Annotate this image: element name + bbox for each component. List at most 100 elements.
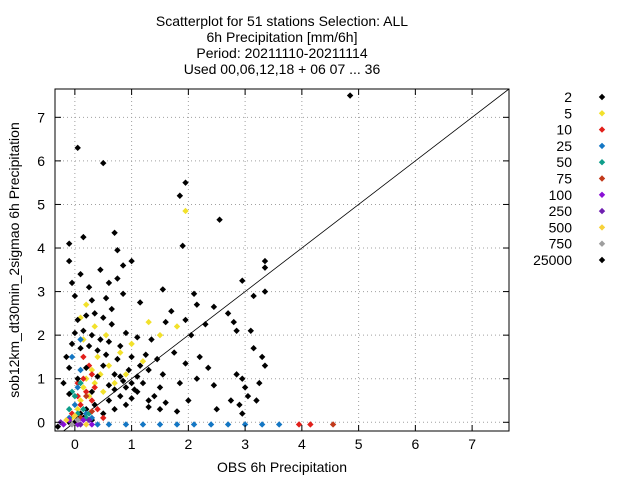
data-point xyxy=(77,336,84,343)
data-point xyxy=(136,299,144,306)
data-point xyxy=(239,277,246,284)
legend-marker xyxy=(598,224,606,231)
data-point xyxy=(139,379,147,387)
data-point xyxy=(182,360,189,367)
data-point xyxy=(239,410,246,417)
data-point xyxy=(80,233,87,241)
data-point xyxy=(170,349,178,356)
data-point xyxy=(65,390,73,398)
data-point xyxy=(205,364,212,372)
data-point xyxy=(122,421,130,428)
data-point xyxy=(346,92,354,99)
data-point xyxy=(275,421,283,428)
legend-label: 10 xyxy=(556,122,572,138)
series-750 xyxy=(68,416,81,428)
data-point xyxy=(188,331,195,339)
data-point xyxy=(60,379,67,387)
data-point xyxy=(210,382,218,389)
x-tick-label: 1 xyxy=(128,436,136,452)
data-point xyxy=(65,257,73,265)
data-point xyxy=(100,414,107,422)
data-point xyxy=(100,314,107,321)
data-point xyxy=(65,364,73,372)
legend-label: 750 xyxy=(549,236,573,252)
data-point xyxy=(128,340,135,348)
y-tick-label: 7 xyxy=(37,109,45,125)
data-point xyxy=(100,388,107,395)
data-point xyxy=(80,384,87,391)
legend-marker xyxy=(598,159,606,166)
y-axis-label: sob12km_dt30min_2sigmao 6h Precipitation xyxy=(6,122,22,398)
data-point xyxy=(83,388,90,395)
data-point xyxy=(80,416,87,424)
data-point xyxy=(105,362,113,369)
legend-label: 75 xyxy=(556,171,572,187)
data-point xyxy=(83,421,90,428)
data-point xyxy=(119,262,127,269)
data-point xyxy=(213,406,220,413)
data-point xyxy=(114,275,121,282)
data-point xyxy=(156,331,164,339)
data-point xyxy=(111,379,118,387)
legend-marker xyxy=(598,110,606,117)
data-point xyxy=(88,388,96,395)
legend-label: 500 xyxy=(549,219,573,235)
data-point xyxy=(122,329,130,337)
data-point xyxy=(261,257,269,265)
data-point xyxy=(224,421,232,428)
data-point xyxy=(85,284,93,291)
data-point xyxy=(117,349,124,356)
data-point xyxy=(253,397,260,404)
data-point xyxy=(97,336,104,343)
data-point xyxy=(83,392,90,400)
data-point xyxy=(233,371,240,378)
data-point xyxy=(258,421,266,428)
data-point xyxy=(68,388,76,395)
data-point xyxy=(94,373,101,380)
data-point xyxy=(94,406,101,413)
data-point xyxy=(261,362,269,369)
data-point xyxy=(119,290,127,297)
y-tick-label: 2 xyxy=(37,327,45,343)
data-point xyxy=(114,355,121,363)
data-point xyxy=(145,397,152,404)
data-point xyxy=(88,421,96,428)
data-point xyxy=(71,329,79,337)
series-50 xyxy=(65,379,93,422)
data-point xyxy=(91,323,98,330)
data-point xyxy=(91,401,98,409)
chart-title: Scatterplot for 51 stations Selection: A… xyxy=(156,13,408,77)
title-line-3: Period: 20211110-20211114 xyxy=(196,45,367,61)
data-point xyxy=(105,382,113,389)
data-point xyxy=(85,416,93,424)
data-point xyxy=(168,307,175,315)
data-point xyxy=(173,421,181,428)
data-point xyxy=(307,421,314,428)
data-point xyxy=(190,421,198,428)
data-point xyxy=(250,345,257,352)
data-point xyxy=(111,229,118,236)
data-point xyxy=(122,401,130,409)
data-point xyxy=(74,316,81,324)
data-point xyxy=(83,312,90,319)
data-point xyxy=(128,257,135,265)
data-point xyxy=(134,334,141,341)
data-point xyxy=(88,397,96,404)
data-point xyxy=(261,264,269,271)
data-point xyxy=(77,421,84,428)
data-point xyxy=(108,321,115,328)
data-point xyxy=(261,288,269,295)
data-point xyxy=(145,366,152,374)
data-point xyxy=(119,377,127,385)
legend-marker xyxy=(598,191,606,198)
data-point xyxy=(100,410,107,417)
title-line-4: Used 00,06,12,18 + 06 07 ... 36 xyxy=(184,61,381,77)
legend-marker xyxy=(598,240,606,247)
data-point xyxy=(105,397,113,404)
data-point xyxy=(63,416,70,424)
data-point xyxy=(176,192,184,199)
y-tick-label: 1 xyxy=(37,371,45,387)
data-point xyxy=(250,292,257,300)
data-point xyxy=(224,310,232,317)
data-point xyxy=(227,397,235,404)
